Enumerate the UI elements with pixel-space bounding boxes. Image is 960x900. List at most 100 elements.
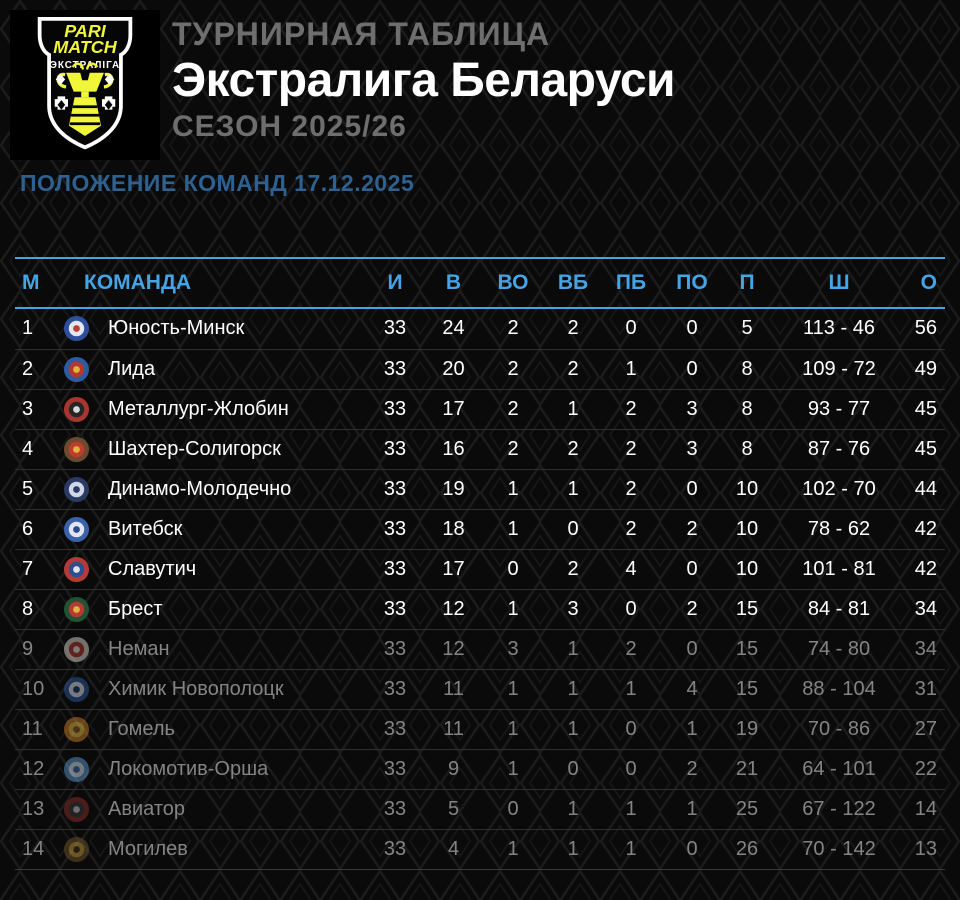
stat-w-cell: 19 bbox=[442, 477, 465, 500]
stat-goals-cell: 93 - 77 bbox=[807, 397, 871, 420]
stat-otw-cell: 1 bbox=[507, 597, 519, 620]
brand-line3: ЭКСТРАЛІГА bbox=[50, 60, 120, 71]
stat-w-cell: 11 bbox=[443, 677, 464, 700]
team-logo bbox=[60, 356, 92, 383]
stat-sol-cell: 0 bbox=[625, 317, 637, 340]
stat-sol-cell: 2 bbox=[625, 477, 637, 500]
column-header-pos: М bbox=[22, 270, 40, 294]
kicker: ТУРНИРНАЯ ТАБЛИЦА bbox=[172, 16, 551, 52]
stat-otl-cell: 4 bbox=[686, 677, 698, 700]
stat-otw-cell: 1 bbox=[507, 757, 519, 780]
position-cell: 11 bbox=[22, 717, 43, 740]
stat-sol-cell: 1 bbox=[625, 357, 637, 380]
position-cell: 14 bbox=[22, 837, 45, 860]
team-name: Витебск bbox=[108, 517, 183, 540]
stat-otw-cell: 1 bbox=[507, 717, 519, 740]
team-badge-icon bbox=[63, 356, 89, 382]
table-row: 5 Динамо-Молодечно 33 19 1 1 2 0 10 102 - 70 44 bbox=[15, 468, 945, 509]
team-logo bbox=[60, 716, 92, 743]
stat-otl-cell: 3 bbox=[686, 397, 698, 420]
team-logo bbox=[60, 756, 92, 783]
position-cell: 3 bbox=[22, 397, 34, 420]
stat-gp-cell: 33 bbox=[383, 837, 407, 860]
table-header-row: М КОМАНДА И В ВО ВБ ПБ ПО П Ш О bbox=[15, 256, 945, 309]
stat-pts-cell: 14 bbox=[914, 797, 937, 820]
column-header-team: КОМАНДА bbox=[84, 270, 192, 294]
page-header: PARI MATCH ЭКСТРАЛІГА bbox=[0, 0, 960, 160]
position-cell: 6 bbox=[22, 517, 34, 540]
column-header-gp: И bbox=[387, 270, 403, 294]
stat-sol-cell: 2 bbox=[625, 517, 637, 540]
trophy-icon bbox=[56, 62, 114, 137]
stat-otl-cell: 0 bbox=[686, 317, 698, 340]
stat-sol-cell: 2 bbox=[625, 637, 637, 660]
stat-pts-cell: 56 bbox=[914, 317, 937, 340]
team-logo bbox=[60, 436, 92, 463]
stat-goals-cell: 64 - 101 bbox=[802, 757, 876, 780]
stat-sow-cell: 1 bbox=[567, 397, 579, 420]
stat-l-cell: 15 bbox=[735, 677, 759, 700]
team-logo bbox=[60, 556, 92, 583]
table-row: 13 Авиатор 33 5 0 1 1 1 25 67 - 122 14 bbox=[15, 788, 945, 829]
stat-otl-cell: 2 bbox=[686, 597, 698, 620]
stat-pts-cell: 31 bbox=[914, 677, 937, 700]
team-badge-icon bbox=[63, 716, 89, 742]
stat-l-cell: 15 bbox=[735, 597, 759, 620]
stat-goals-cell: 87 - 76 bbox=[807, 437, 871, 460]
stat-w-cell: 11 bbox=[443, 717, 464, 740]
team-name: Славутич bbox=[108, 557, 197, 580]
column-header-sol: ПБ bbox=[615, 270, 647, 294]
team-name: Неман bbox=[108, 637, 170, 660]
stat-otl-cell: 2 bbox=[686, 757, 698, 780]
stat-goals-cell: 113 - 46 bbox=[803, 317, 875, 340]
stat-w-cell: 9 bbox=[447, 757, 460, 780]
team-name: Брест bbox=[108, 597, 163, 620]
table-row: 2 Лида 33 20 2 2 1 0 8 109 - 72 49 bbox=[15, 348, 945, 389]
team-badge-icon bbox=[63, 796, 89, 822]
team-badge-icon bbox=[63, 516, 89, 542]
stat-gp-cell: 33 bbox=[383, 597, 407, 620]
stat-sow-cell: 2 bbox=[567, 317, 579, 340]
team-logo bbox=[60, 516, 92, 543]
team-name: Гомель bbox=[108, 717, 175, 740]
stat-sol-cell: 2 bbox=[625, 437, 637, 460]
team-name: Металлург-Жлобин bbox=[108, 397, 289, 420]
table-row: 14 Могилев 33 4 1 1 1 0 26 70 - 142 13 bbox=[15, 828, 945, 869]
standings-table: М КОМАНДА И В ВО ВБ ПБ ПО П Ш О 1 Юность-Минск 33 24 2… bbox=[15, 256, 945, 870]
stat-sow-cell: 0 bbox=[567, 517, 579, 540]
ornament-pattern bbox=[54, 73, 116, 110]
table-row: 3 Металлург-Жлобин 33 17 2 1 2 3 8 93 - 77 45 bbox=[15, 388, 945, 429]
stat-pts-cell: 27 bbox=[914, 717, 937, 740]
team-badge-icon bbox=[63, 756, 89, 782]
stat-otw-cell: 0 bbox=[507, 797, 519, 820]
stat-otw-cell: 2 bbox=[507, 317, 519, 340]
standings-date: ПОЛОЖЕНИЕ КОМАНД 17.12.2025 bbox=[20, 170, 415, 196]
stat-l-cell: 10 bbox=[735, 477, 759, 500]
stat-otw-cell: 1 bbox=[507, 677, 519, 700]
team-name: Химик Новополоцк bbox=[108, 677, 284, 700]
stat-goals-cell: 88 - 104 bbox=[802, 677, 876, 700]
team-name: Динамо-Молодечно bbox=[108, 477, 292, 500]
team-name: Лида bbox=[108, 357, 156, 380]
stat-goals-cell: 102 - 70 bbox=[802, 477, 876, 500]
stat-gp-cell: 33 bbox=[383, 557, 407, 580]
position-cell: 13 bbox=[22, 797, 45, 820]
team-badge-icon bbox=[63, 596, 89, 622]
stat-sow-cell: 1 bbox=[567, 477, 579, 500]
stat-l-cell: 15 bbox=[735, 637, 759, 660]
stat-sow-cell: 2 bbox=[567, 437, 579, 460]
stat-gp-cell: 33 bbox=[383, 757, 407, 780]
team-logo bbox=[60, 636, 92, 663]
table-row: 11 Гомель 33 11 1 1 0 1 19 70 - 86 27 bbox=[15, 708, 945, 749]
position-cell: 4 bbox=[22, 437, 34, 460]
stat-l-cell: 8 bbox=[741, 437, 753, 460]
team-logo bbox=[60, 596, 92, 623]
stat-l-cell: 10 bbox=[735, 557, 759, 580]
team-logo bbox=[60, 836, 92, 863]
stat-l-cell: 8 bbox=[741, 357, 753, 380]
stat-otl-cell: 0 bbox=[686, 837, 698, 860]
team-badge-icon bbox=[63, 396, 89, 422]
parimatch-ekstraliga-logo: PARI MATCH ЭКСТРАЛІГА bbox=[10, 10, 160, 160]
team-badge-icon bbox=[63, 636, 89, 662]
